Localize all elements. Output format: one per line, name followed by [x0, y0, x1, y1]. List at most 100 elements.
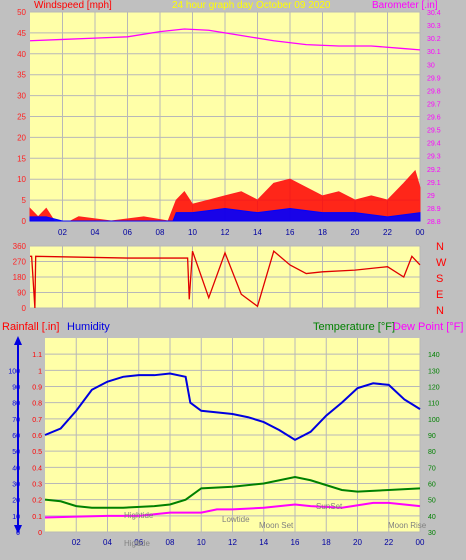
humidity-tick-label: 60 [12, 433, 20, 440]
wind-tick-label: 15 [17, 154, 26, 163]
barometer-tick-label: 30 [427, 62, 435, 69]
temperature-tick-label: 100 [428, 417, 440, 424]
top-time-tick-label: 12 [221, 228, 230, 237]
top-time-tick-label: 18 [318, 228, 327, 237]
lower-time-tick-label: 22 [384, 538, 393, 547]
humidity-title: Humidity [67, 321, 110, 333]
top-time-tick-label: 16 [286, 228, 295, 237]
lower-time-tick-label: 00 [416, 538, 425, 547]
rain-tick-label: 1.1 [32, 352, 42, 359]
humidity-tick-label: 80 [12, 401, 20, 408]
top-time-tick-label: 14 [253, 228, 262, 237]
barometer-tick-label: 30.1 [427, 49, 441, 56]
wind-tick-label: 35 [17, 71, 26, 80]
top-time-tick-label: 10 [188, 228, 197, 237]
dewpoint-title: Dew Point [°F] [393, 321, 463, 333]
temperature-tick-label: 90 [428, 433, 436, 440]
humidity-tick-label: 40 [12, 465, 20, 472]
barometer-tick-label: 29 [427, 193, 435, 200]
average-wind-area [29, 207, 421, 222]
barometer-title: Barometer [.in] [372, 0, 438, 11]
temperature-tick-label: 50 [428, 498, 436, 505]
event-bottom-tide: tide [137, 539, 150, 548]
rain-tick-label: 0.7 [32, 417, 42, 424]
temperature-tick-label: 140 [428, 352, 440, 359]
rain-tick-label: 1 [38, 368, 42, 375]
barometer-tick-label: 29.8 [427, 88, 441, 95]
wind-tick-label: 25 [17, 113, 26, 122]
barometer-tick-label: 30.3 [427, 23, 441, 30]
barometer-tick-label: 30.2 [427, 36, 441, 43]
rainfall-title: Rainfall [.in] [2, 321, 59, 333]
humidity-line [44, 372, 421, 441]
temperature-tick-label: 130 [428, 368, 440, 375]
rain-tick-label: 0.8 [32, 401, 42, 408]
temperature-tick-label: 30 [428, 530, 436, 537]
event-hightide: Hightide [124, 511, 154, 520]
barometer-tick-label: 29.7 [427, 101, 441, 108]
top-time-tick-label: 20 [351, 228, 360, 237]
temperature-title: Temperature [°F] [313, 321, 395, 333]
rain-tick-label: 0 [38, 530, 42, 537]
lower-time-tick-label: 10 [197, 538, 206, 547]
top-time-tick-label: 22 [383, 228, 392, 237]
humidity-tick-label: 90 [12, 385, 20, 392]
barometer-tick-label: 29.4 [427, 141, 441, 148]
lower-time-tick-label: 16 [291, 538, 300, 547]
wind-tick-label: 30 [17, 92, 26, 101]
lower-time-tick-label: 18 [322, 538, 331, 547]
event-moonset: Moon Set [259, 521, 294, 530]
barometer-line [29, 28, 421, 51]
barometer-tick-label: 28.9 [427, 206, 441, 213]
direction-tick-label: 270 [13, 258, 27, 267]
humidity-tick-label: 50 [12, 449, 20, 456]
humidity-tick-label: 20 [12, 498, 20, 505]
event-moonrise: Moon Rise [388, 521, 427, 530]
lower-time-tick-label: 14 [259, 538, 268, 547]
rain-tick-label: 0.4 [32, 465, 42, 472]
direction-tick-label: 0 [22, 304, 27, 313]
rain-tick-label: 0.9 [32, 385, 42, 392]
barometer-tick-label: 29.6 [427, 115, 441, 122]
windspeed-title: Windspeed [mph] [34, 0, 112, 11]
lower-time-tick-label: 02 [72, 538, 81, 547]
humidity-arrow-head [14, 336, 22, 345]
humidity-tick-label: 30 [12, 482, 20, 489]
top-time-tick-label: 06 [123, 228, 132, 237]
direction-tick-label: 180 [13, 273, 27, 282]
rain-tick-label: 0.2 [32, 498, 42, 505]
lower-time-tick-label: 06 [134, 538, 143, 547]
humidity-tick-label: 10 [12, 514, 20, 521]
barometer-tick-label: 28.8 [427, 219, 441, 226]
barometer-tick-label: 29.2 [427, 167, 441, 174]
wind-tick-label: 20 [17, 133, 26, 142]
wind-tick-label: 0 [22, 217, 27, 226]
rain-tick-label: 0.1 [32, 514, 42, 521]
lower-time-tick-label: 12 [228, 538, 237, 547]
compass-n-bottom: N [436, 305, 444, 317]
humidity-tick-label: 100 [8, 368, 20, 375]
wind-tick-label: 10 [17, 175, 26, 184]
lower-time-tick-label: 08 [166, 538, 175, 547]
wind-tick-label: 50 [17, 8, 26, 17]
wind-tick-label: 45 [17, 29, 26, 38]
event-bottom-high: High [124, 539, 140, 548]
direction-tick-label: 360 [13, 242, 27, 251]
temperature-tick-label: 40 [428, 514, 436, 521]
compass-n-top: N [436, 241, 444, 253]
lower-time-tick-label: 20 [353, 538, 362, 547]
temperature-tick-label: 120 [428, 385, 440, 392]
top-time-tick-label: 00 [416, 228, 425, 237]
dewpoint-line [44, 501, 421, 519]
direction-line [30, 250, 421, 309]
chart-title: 24 hour graph day October 09 2020 [172, 0, 331, 11]
barometer-tick-label: 29.1 [427, 180, 441, 187]
temperature-tick-label: 60 [428, 482, 436, 489]
rain-tick-label: 0.6 [32, 433, 42, 440]
barometer-tick-label: 29.3 [427, 154, 441, 161]
rain-tick-label: 0.5 [32, 449, 42, 456]
top-time-tick-label: 02 [58, 228, 67, 237]
rain-tick-label: 0.3 [32, 482, 42, 489]
lower-time-tick-label: 04 [103, 538, 112, 547]
